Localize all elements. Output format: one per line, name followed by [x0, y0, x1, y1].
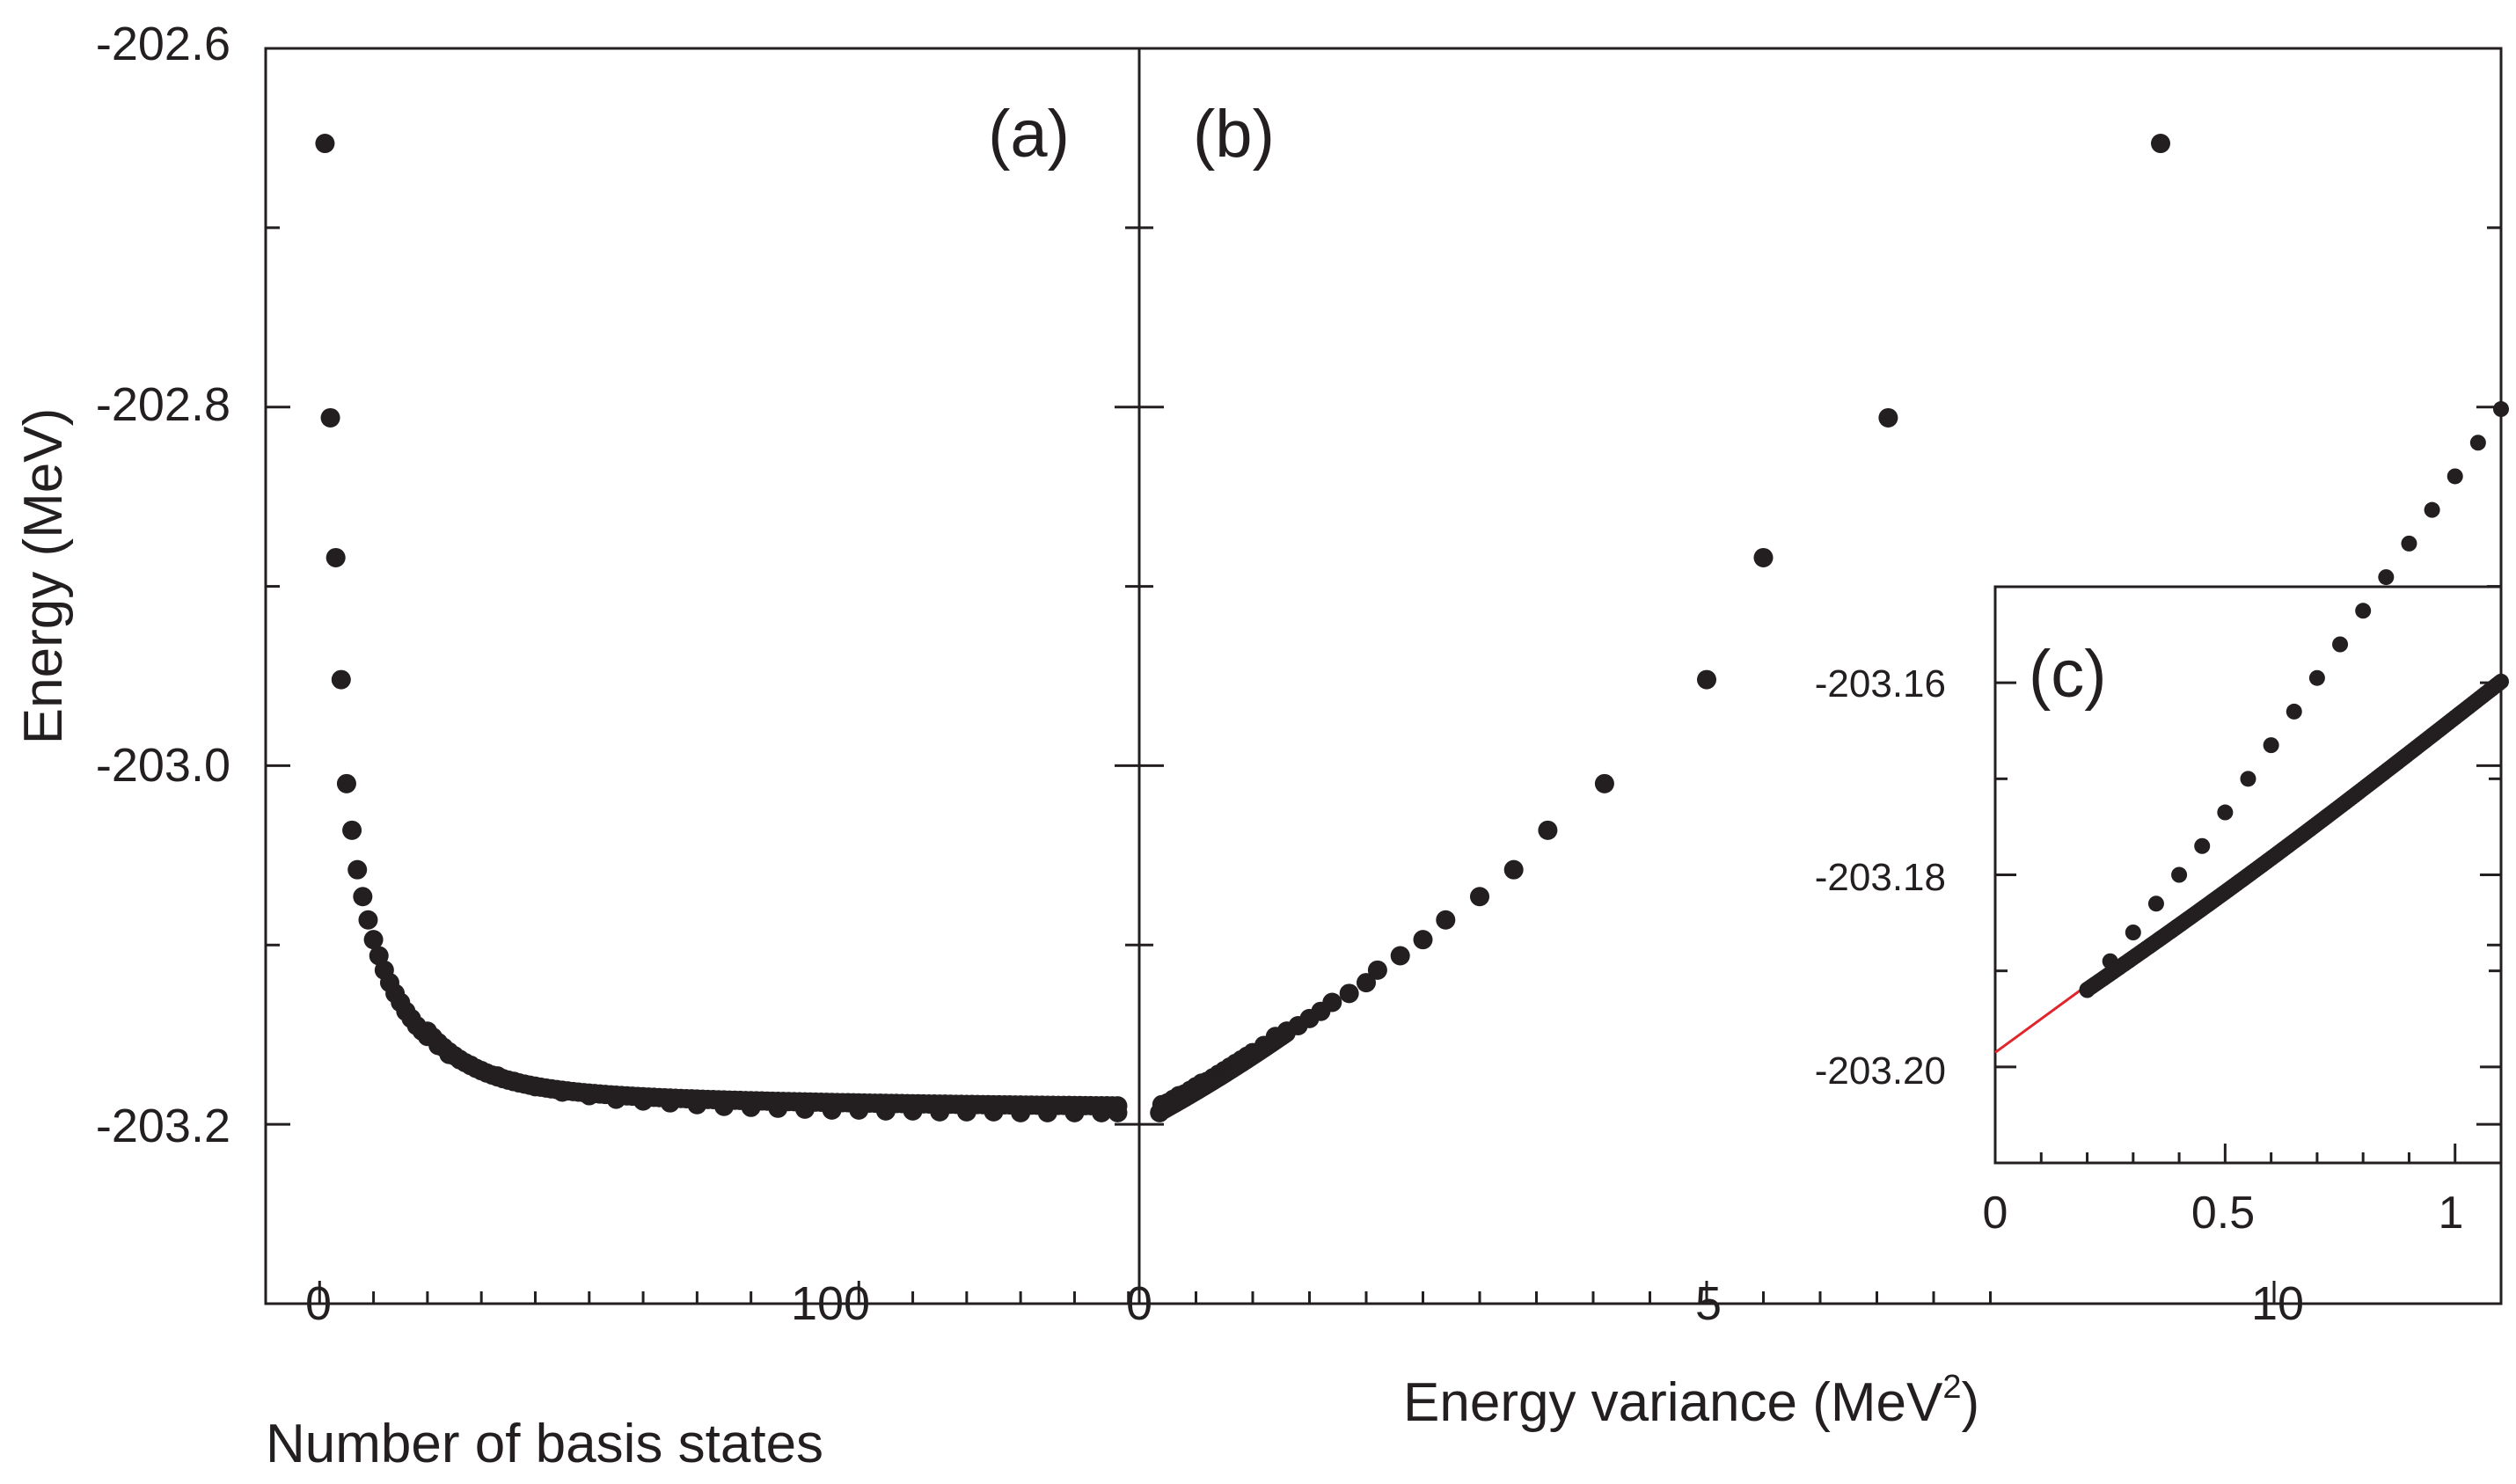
data-point-b [1357, 973, 1376, 993]
data-point-c [2469, 435, 2486, 451]
data-point-a [347, 859, 368, 880]
data-point-b [1367, 960, 1387, 980]
data-point-b [1538, 820, 1558, 840]
data-point-c [2493, 673, 2509, 690]
data-point-c [2171, 866, 2188, 883]
x-axis-title-b-main: Energy variance (MeV [1403, 1372, 1943, 1433]
data-point-a [315, 134, 335, 154]
data-point-b [1470, 887, 1489, 907]
inset-x-tick-label: 0 [1983, 1188, 2008, 1239]
y-tick-label: -203.0 [96, 739, 230, 792]
data-point-b [2151, 134, 2170, 154]
data-point-a [1108, 1096, 1128, 1116]
data-point-a [331, 669, 351, 690]
data-point-c [2308, 669, 2325, 686]
data-point-c [2493, 401, 2509, 418]
data-point-c [2217, 804, 2234, 821]
x-axis-title-b: Energy variance (MeV2) [1403, 1369, 1979, 1433]
data-point-a [363, 930, 384, 950]
panel-label-c: (c) [2029, 637, 2107, 712]
data-point-b [1413, 930, 1433, 950]
data-point-c [2147, 896, 2164, 912]
inset-y-tick-label: -203.20 [1815, 1049, 1946, 1093]
x-axis-title-b-suffix: ) [1962, 1372, 1980, 1433]
data-point-c [2240, 771, 2256, 787]
y-tick-label: -202.6 [96, 18, 230, 70]
data-point-c [2401, 535, 2417, 552]
data-point-c [2332, 636, 2349, 653]
panel-label-b: (b) [1193, 97, 1275, 172]
data-point-c [2378, 569, 2395, 586]
x-tick-label: 5 [1695, 1277, 1722, 1330]
x-tick-label: 100 [791, 1277, 870, 1330]
x-tick-label: 0 [1126, 1277, 1152, 1330]
data-point-a [353, 887, 373, 907]
data-point-c [2355, 603, 2372, 619]
data-point-b [1339, 983, 1359, 1004]
data-point-b [1697, 669, 1716, 690]
x-axis-title-a: Number of basis states [266, 1414, 823, 1474]
data-point-c [2125, 925, 2141, 940]
data-point-a [336, 773, 356, 793]
data-point-b [1594, 773, 1614, 793]
y-tick-label: -202.8 [96, 378, 230, 431]
y-tick-label: -203.2 [96, 1100, 230, 1152]
panel-label-a: (a) [988, 97, 1070, 172]
data-point-a [342, 820, 362, 840]
data-point-b [1878, 407, 1898, 428]
data-point-b [1503, 859, 1524, 880]
x-tick-label: 10 [2251, 1277, 2304, 1330]
x-axis-title-b-superscript: 2 [1942, 1369, 1961, 1406]
inset-x-tick-label: 1 [2439, 1188, 2464, 1239]
data-point-b [1277, 1024, 1296, 1042]
data-point-b [1753, 547, 1774, 567]
inset-y-tick-label: -203.18 [1815, 856, 1946, 899]
data-point-c [2286, 703, 2302, 720]
data-point-a [320, 407, 340, 428]
data-point-a [325, 547, 346, 567]
data-point-a [358, 910, 378, 930]
y-axis-title: Energy (MeV) [13, 408, 74, 744]
data-point-b [1390, 946, 1410, 966]
data-point-c [2424, 501, 2440, 518]
data-point-c [2263, 737, 2279, 754]
data-point-b [1436, 910, 1456, 930]
inset-y-tick-label: -203.16 [1815, 662, 1946, 705]
inset-x-tick-label: 0.5 [2191, 1188, 2255, 1239]
x-tick-label: 0 [305, 1277, 332, 1330]
data-point-c [2447, 468, 2463, 485]
data-point-c [2194, 837, 2211, 854]
